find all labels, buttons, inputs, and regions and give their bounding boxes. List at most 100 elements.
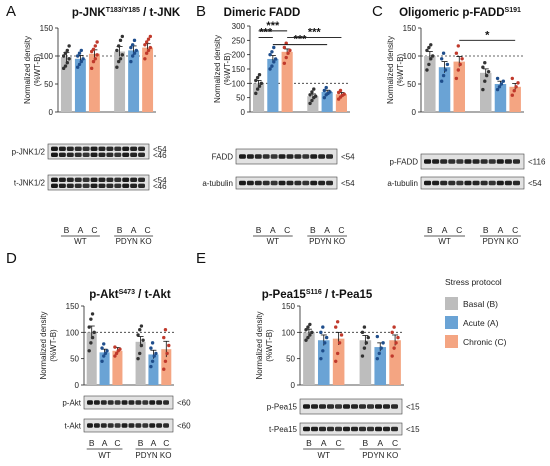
blot-band xyxy=(138,152,145,157)
data-point xyxy=(162,335,166,340)
y-tick-label: 0 xyxy=(291,381,296,390)
blot-band xyxy=(98,183,106,188)
blot-band xyxy=(270,154,278,159)
data-point xyxy=(100,359,104,363)
data-point xyxy=(394,341,398,345)
data-point xyxy=(92,330,96,335)
blot-band xyxy=(488,159,496,164)
y-tick-label: 250 xyxy=(232,36,246,45)
blot-band xyxy=(270,180,278,186)
category-label: B xyxy=(310,225,316,235)
blot-band xyxy=(512,180,520,186)
data-point xyxy=(138,328,142,332)
y-axis-label: Normalized density(%WT-B) xyxy=(23,36,42,104)
title-superscript: S191 xyxy=(505,7,521,14)
data-point xyxy=(486,69,491,74)
blot-band xyxy=(114,152,122,157)
blot-band xyxy=(310,180,318,186)
category-label: C xyxy=(512,225,518,235)
blot-band xyxy=(58,177,66,182)
blot-band xyxy=(424,159,432,164)
data-point xyxy=(337,341,342,345)
y-axis-label: Normalized density(%WT-B) xyxy=(386,36,405,104)
blot-band xyxy=(456,159,464,164)
blot-band xyxy=(66,177,74,182)
bar xyxy=(480,72,492,112)
y-axis-label-line: (%WT-B) xyxy=(33,53,42,86)
data-point xyxy=(130,43,135,47)
data-point xyxy=(67,44,71,48)
bar xyxy=(359,340,372,385)
y-tick-label: 100 xyxy=(282,328,296,337)
blot-band xyxy=(114,400,121,405)
blot-band xyxy=(51,177,58,182)
blot-band xyxy=(311,404,318,409)
y-tick-label: 150 xyxy=(403,24,417,33)
blot-band xyxy=(128,423,135,428)
data-point xyxy=(312,87,316,91)
blot-label: p-FADD xyxy=(390,158,419,167)
data-point xyxy=(146,37,151,41)
data-point xyxy=(254,91,258,96)
bar xyxy=(161,349,172,385)
blot-band xyxy=(114,177,122,182)
category-label: C xyxy=(145,225,151,235)
bar xyxy=(148,354,159,385)
category-label: B xyxy=(483,225,489,235)
blot-band xyxy=(496,159,504,164)
data-point xyxy=(458,62,462,67)
blot-band xyxy=(82,177,90,182)
data-point xyxy=(163,328,168,332)
data-point xyxy=(377,351,381,356)
y-axis-label: Normalized density(%WT-B) xyxy=(39,311,58,379)
data-point xyxy=(304,338,308,342)
blot-band xyxy=(121,400,128,405)
blot-band xyxy=(51,146,58,151)
data-point xyxy=(115,65,119,69)
bar xyxy=(74,58,86,112)
blot-band xyxy=(121,423,128,428)
data-point xyxy=(321,325,325,329)
category-label: B xyxy=(363,438,369,448)
blot-band xyxy=(286,180,294,186)
blot-band xyxy=(90,146,98,151)
data-point xyxy=(499,82,504,86)
title-main: p-Pea15 xyxy=(262,289,307,301)
data-point xyxy=(481,65,485,69)
blot-band xyxy=(359,426,366,432)
blot-band xyxy=(106,183,114,188)
data-point xyxy=(379,346,383,350)
blot-band xyxy=(100,400,107,405)
group-label: WT xyxy=(267,237,280,246)
blot-band xyxy=(156,423,163,428)
data-point xyxy=(362,346,367,350)
data-point xyxy=(67,57,71,61)
blot-band xyxy=(82,183,90,188)
category-label: A xyxy=(131,225,137,235)
blot-band xyxy=(302,154,310,159)
blot-band xyxy=(122,183,130,188)
blot-band xyxy=(107,400,114,405)
blot-band xyxy=(74,177,82,182)
category-label: A xyxy=(498,225,504,235)
blot-band xyxy=(122,152,130,157)
y-tick-label: 300 xyxy=(232,22,246,31)
data-point xyxy=(120,34,125,39)
data-point xyxy=(268,52,272,57)
y-tick-label: 0 xyxy=(75,381,80,390)
panel-title: Dimeric FADD xyxy=(224,7,301,19)
legend-swatch xyxy=(445,335,458,348)
blot-band xyxy=(107,423,114,428)
data-point xyxy=(152,354,156,358)
panel-letter: D xyxy=(6,250,17,267)
bar xyxy=(509,86,521,112)
group-label: PDYN KO xyxy=(482,237,518,246)
mw-marker: <46 xyxy=(153,151,167,160)
data-point xyxy=(366,335,370,340)
data-point xyxy=(439,79,444,83)
blot-band xyxy=(302,180,310,186)
category-label: A xyxy=(321,438,327,448)
blot-band xyxy=(163,423,169,428)
data-point xyxy=(272,60,276,64)
